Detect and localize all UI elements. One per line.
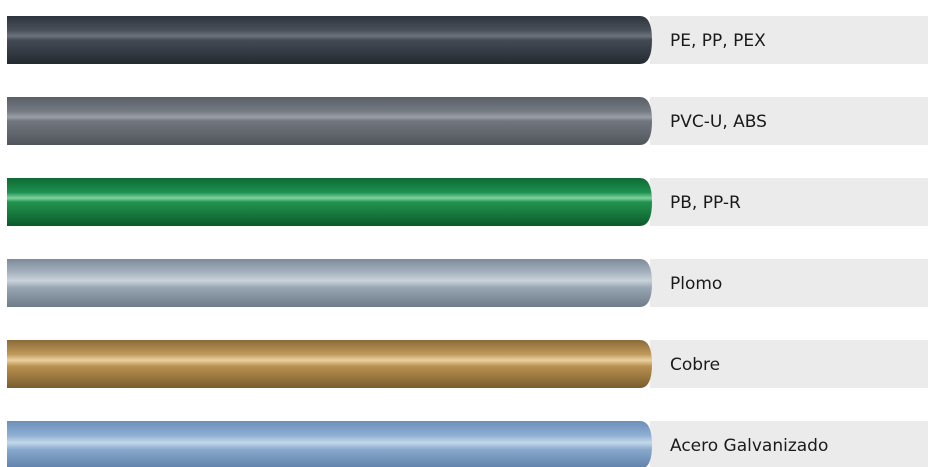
pipe-label: Plomo (670, 274, 722, 294)
pipe (7, 259, 652, 307)
pipe (7, 421, 652, 467)
pipe (7, 178, 652, 226)
pipe (7, 16, 652, 64)
label-box (650, 97, 928, 145)
label-box (650, 259, 928, 307)
label-box (650, 178, 928, 226)
pipe-label: Cobre (670, 355, 720, 375)
label-box (650, 16, 928, 64)
pipe (7, 340, 652, 388)
label-box (650, 340, 928, 388)
pipe-label: PE, PP, PEX (670, 31, 766, 51)
label-box (650, 421, 928, 467)
pipe-label: PB, PP-R (670, 193, 741, 213)
pipe (7, 97, 652, 145)
pipe-label: Acero Galvanizado (670, 436, 828, 456)
pipe-label: PVC-U, ABS (670, 112, 767, 132)
